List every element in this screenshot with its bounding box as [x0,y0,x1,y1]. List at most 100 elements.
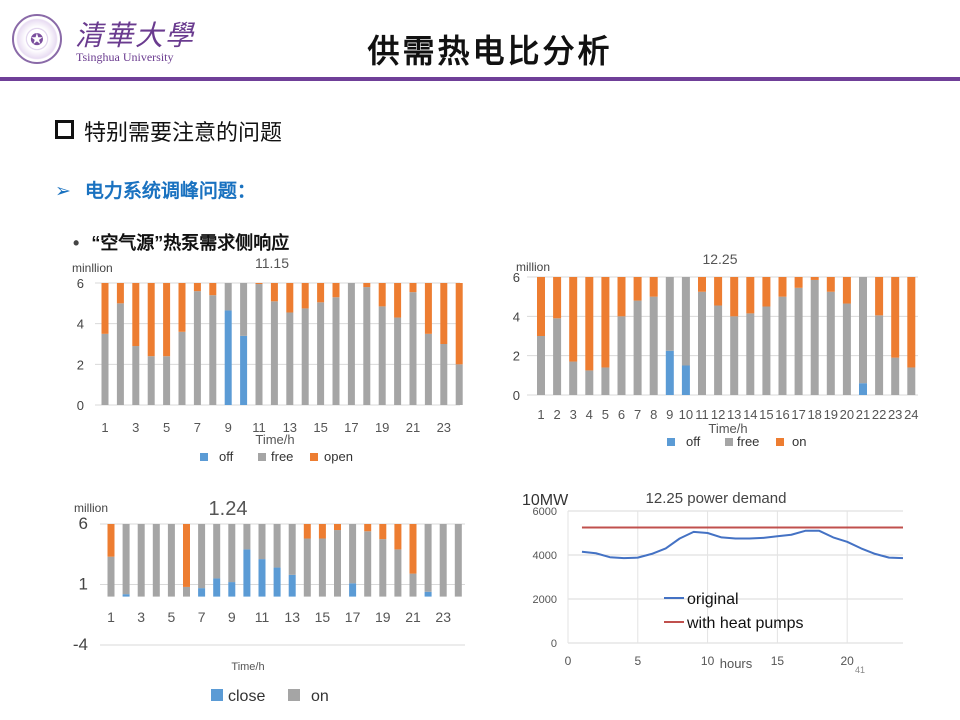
bar-free-23 [440,344,448,405]
bar-on-22 [875,277,884,316]
bar-off-10 [240,335,248,405]
legend-swatch [310,453,318,461]
bar-free-6 [178,331,186,405]
x-tick-label: 3 [570,407,577,422]
bar-free-17 [794,287,803,395]
bar-on-7 [198,524,206,589]
bar-on-1 [107,556,115,597]
bar-free-14 [301,308,309,405]
bar-on-18 [364,531,372,597]
bullet-heading-text: 特别需要注意的问题 [84,120,283,145]
bar-on-12 [273,524,281,568]
bar-open-16 [332,283,340,298]
x-tick-label: 9 [666,407,673,422]
bar-free-18 [363,287,371,405]
bar-free-1 [537,336,545,395]
bar-open-6 [178,283,186,332]
y-tick-label: 2 [77,357,84,372]
bar-free-16 [332,297,340,405]
legend-label: on [792,434,806,449]
bar-on-17 [794,277,803,288]
x-tick-label: 1 [107,609,115,625]
logo-english-name: Tsinghua University [76,50,174,64]
bar-open-15 [317,283,325,303]
legend-label: off [686,434,701,449]
bar-free-19 [378,306,386,405]
dot-bullet-icon: • [73,233,80,253]
bar-free-15 [762,306,771,395]
bar-free-15 [317,302,325,405]
y-tick-label: -4 [73,635,88,654]
bar-close-9 [228,582,236,597]
bar-on-14 [303,538,311,597]
bar-other-20 [394,524,402,550]
bar-open-2 [116,283,124,304]
bar-on-24 [907,277,916,368]
bar-close-2 [122,594,130,597]
bar-free-8 [649,296,658,395]
bar-free-2 [116,303,124,405]
legend-label: open [324,449,353,464]
bar-free-24 [907,367,916,395]
y-axis-unit-label: million [74,501,108,515]
legend-swatch [667,438,675,446]
bar-other-18 [364,524,372,532]
y-tick-label: 6 [79,514,88,533]
sub-bullet: • “空气源”热泵需求侧响应 [73,229,289,255]
bar-free-9 [224,283,232,311]
bar-on-19 [826,277,835,292]
chart-title: 11.15 [255,255,289,271]
x-tick-label: 8 [650,407,657,422]
x-tick-label: 6 [618,407,625,422]
x-tick-label: 15 [759,407,773,422]
bar-on-11 [698,277,706,292]
bar-on-13 [288,524,296,575]
y-axis-unit-label: 10MW [522,492,569,509]
bar-free-21 [859,277,867,384]
bar-free-5 [601,367,610,395]
bar-open-20 [394,283,402,318]
x-tick-label: 0 [565,654,572,668]
bar-other-6 [183,524,190,587]
legend-swatch [211,689,223,701]
x-tick-label: 16 [775,407,789,422]
x-tick-label: 2 [553,407,560,422]
bar-open-19 [378,283,386,307]
bar-on-2 [553,277,562,319]
bar-off-10 [681,365,690,395]
page-title: 供需热电比分析 [367,32,613,70]
bar-free-11 [698,291,706,395]
x-tick-label: 5 [168,609,176,625]
bar-free-11 [255,284,263,405]
y-axis-unit-label: million [516,260,550,274]
y-axis-unit-label: minllion [72,261,113,275]
bar-on-6 [617,277,626,317]
bar-on-3 [569,277,578,362]
x-tick-label: 19 [375,420,389,435]
bar-on-15 [318,538,326,597]
x-tick-label: 13 [283,420,297,435]
bar-on-12 [714,277,723,306]
y-tick-label: 4000 [533,550,557,562]
bar-free-12 [270,301,278,405]
bar-open-11 [255,283,263,285]
chart-title: 12.25 power demand [646,490,787,507]
bar-free-18 [810,279,819,395]
bar-free-3 [569,361,578,395]
page-number: 41 [855,665,865,675]
x-tick-label: 17 [345,609,361,625]
x-tick-label: 11 [695,407,709,422]
y-tick-label: 0 [77,398,84,413]
bar-free-16 [778,296,787,395]
bar-on-5 [167,524,175,597]
bar-other-19 [379,524,387,540]
y-tick-label: 1 [79,575,88,594]
bar-on-2 [122,524,130,595]
x-tick-label: 19 [824,407,838,422]
x-tick-label: 21 [406,420,420,435]
bar-on-8 [213,524,221,579]
bar-free-8 [209,295,217,405]
bar-free-7 [193,291,201,405]
